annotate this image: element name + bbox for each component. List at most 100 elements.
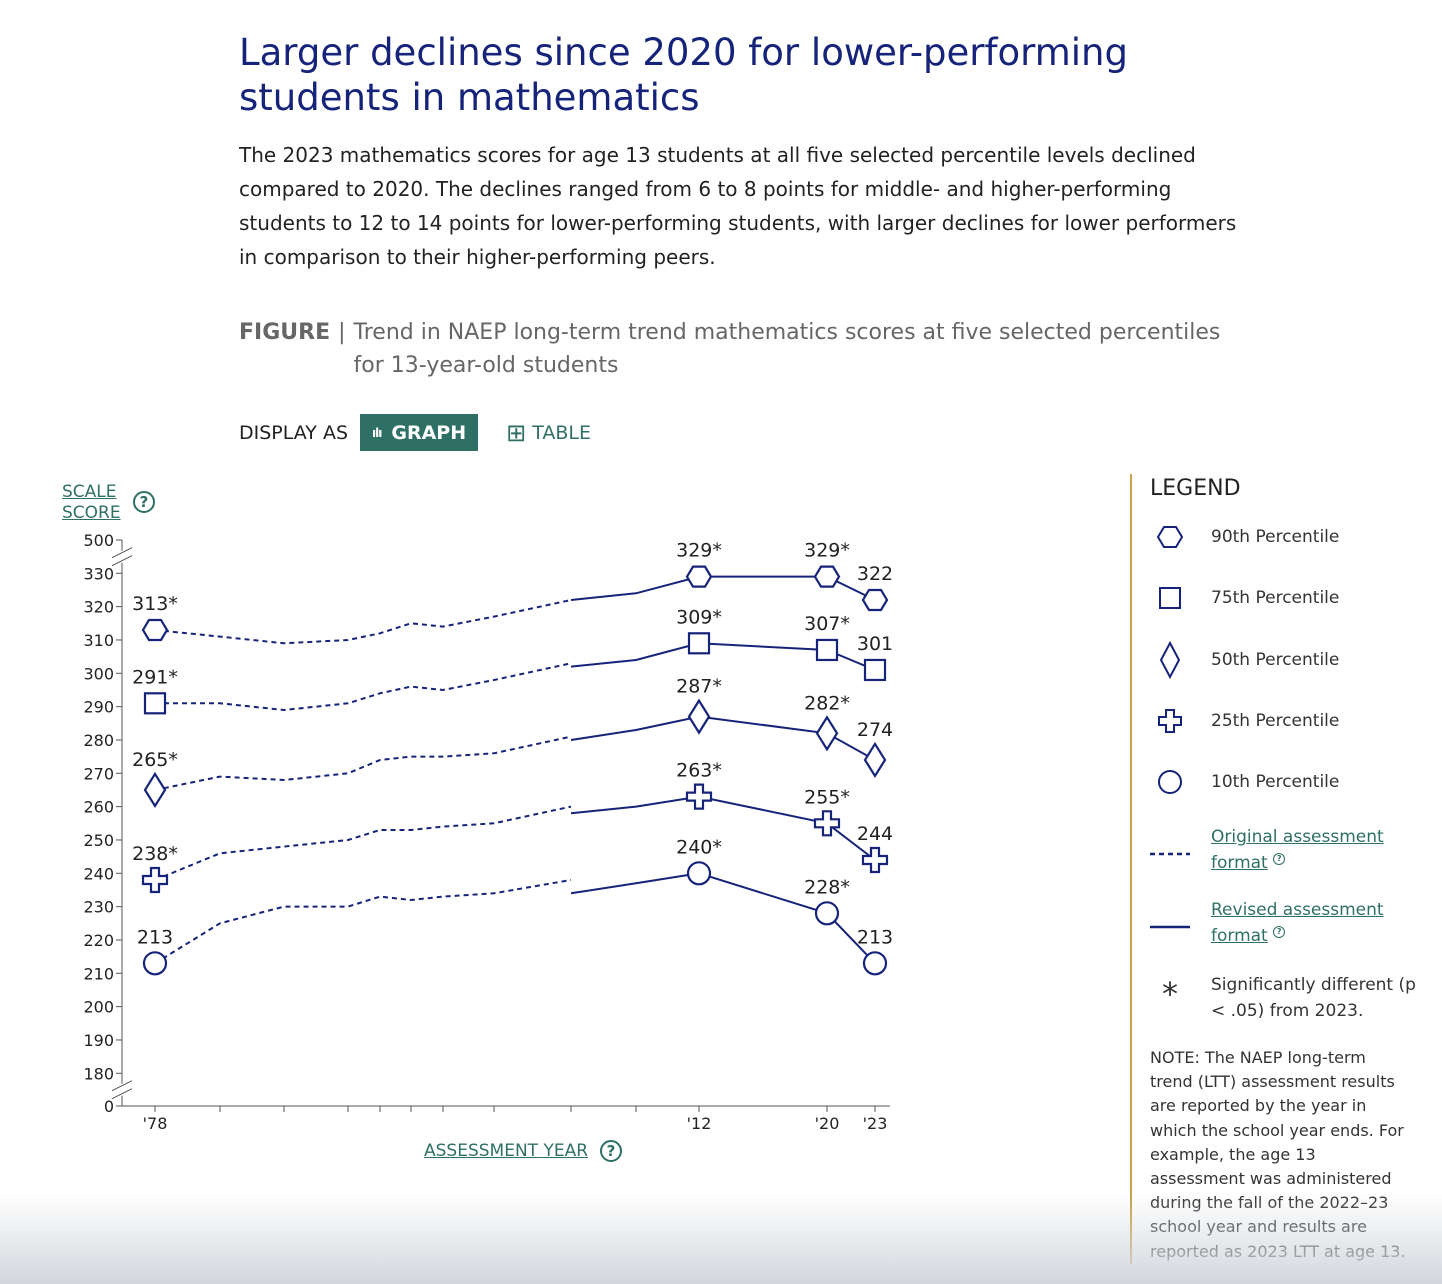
table-grid-icon: ⊞ <box>506 418 527 447</box>
y-tick-label: 210 <box>83 964 114 983</box>
series-line-original <box>154 805 572 881</box>
figure-label: FIGURE <box>239 320 331 345</box>
data-label: 244 <box>857 823 893 845</box>
hexagon-marker <box>861 588 889 612</box>
y-tick-label: 230 <box>83 898 114 917</box>
original-format-link[interactable]: Original assessment format <box>1211 827 1384 873</box>
legend-title: LEGEND <box>1150 476 1241 501</box>
data-label: 213 <box>137 926 173 948</box>
graph-button[interactable]: ılı GRAPH <box>360 414 479 451</box>
y-axis-break-mark <box>111 555 133 567</box>
diamond-icon <box>1159 640 1181 680</box>
x-tick-label: '20 <box>815 1114 840 1133</box>
data-label: 240* <box>676 836 722 858</box>
display-as-label: DISPLAY AS <box>239 421 348 444</box>
circle-marker <box>142 951 168 976</box>
y-tick-label: 320 <box>83 598 114 617</box>
graph-button-label: GRAPH <box>391 421 467 444</box>
diamond-marker <box>815 715 839 752</box>
y-axis-title[interactable]: SCALE SCORE <box>62 482 121 523</box>
x-axis-help-icon[interactable]: ? <box>600 1140 623 1162</box>
x-tick-label: '12 <box>687 1114 712 1133</box>
series-line-original <box>154 735 572 791</box>
data-label: 213 <box>857 926 893 948</box>
data-label: 329* <box>804 540 850 562</box>
legend-label: 10th Percentile <box>1211 772 1340 792</box>
y-tick-label: 290 <box>83 698 114 717</box>
y-axis-break-gap <box>112 1083 132 1096</box>
revised-format-link[interactable]: Revised assessment format <box>1211 900 1384 946</box>
figure-caption-text: Trend in NAEP long-term trend mathematic… <box>353 320 1221 378</box>
solid-line-icon <box>1150 925 1190 929</box>
bar-chart-icon: ılı <box>372 425 382 440</box>
data-label: 329* <box>676 540 722 562</box>
display-as-toggle: DISPLAY AS ılı GRAPH ⊞ TABLE <box>239 414 591 451</box>
data-label: 322 <box>857 563 893 585</box>
data-label: 313* <box>132 593 178 615</box>
page-title: Larger declines since 2020 for lower-per… <box>239 31 1128 119</box>
hexagon-marker <box>141 618 169 642</box>
y-tick-label: 500 <box>83 531 114 550</box>
legend-label: 25th Percentile <box>1211 711 1340 731</box>
data-label: 291* <box>132 666 178 688</box>
y-axis-help-icon[interactable]: ? <box>133 491 155 513</box>
y-tick-label: 180 <box>83 1064 114 1083</box>
original-format-help-icon[interactable]: ? <box>1273 852 1286 865</box>
y-tick-label: 220 <box>83 931 114 950</box>
cross-marker <box>813 810 841 837</box>
y-tick-label: 260 <box>83 798 114 817</box>
y-tick-label: 190 <box>83 1031 114 1050</box>
y-tick-label: 270 <box>83 764 114 783</box>
data-label: 228* <box>804 876 850 898</box>
data-label: 282* <box>804 692 850 714</box>
y-axis-break-mark <box>111 1088 133 1100</box>
asterisk-icon: * <box>1162 975 1178 1013</box>
legend-item-original-format: Original assessment format ? <box>1150 824 1420 876</box>
legend-item-90th: 90th Percentile <box>1150 517 1420 557</box>
table-button-label: TABLE <box>532 421 591 444</box>
data-label: 238* <box>132 843 178 865</box>
dashed-line-icon <box>1150 852 1190 856</box>
figure-separator: | <box>338 320 346 345</box>
square-icon <box>1159 587 1181 609</box>
y-tick-label: 250 <box>83 831 114 850</box>
data-label: 263* <box>676 760 722 782</box>
diamond-marker <box>687 698 711 735</box>
table-button[interactable]: ⊞ TABLE <box>506 421 591 445</box>
y-tick-label: 280 <box>83 731 114 750</box>
circle-icon <box>1158 770 1182 794</box>
x-axis-title-link[interactable]: ASSESSMENT YEAR ? <box>424 1140 623 1162</box>
hexagon-icon <box>1156 526 1184 548</box>
legend-item-50th: 50th Percentile <box>1150 640 1420 680</box>
x-tick-label: '78 <box>143 1114 168 1133</box>
square-marker <box>143 692 167 715</box>
square-marker <box>863 658 887 682</box>
circle-marker <box>686 861 712 886</box>
cross-marker <box>861 846 889 874</box>
cross-marker <box>141 866 169 894</box>
chart-note: NOTE: The NAEP long-term trend (LTT) ass… <box>1150 1048 1406 1261</box>
legend-item-significance: * Significantly different (p < .05) from… <box>1150 972 1420 1024</box>
hexagon-marker <box>685 565 713 588</box>
legend-label: 75th Percentile <box>1211 588 1340 608</box>
data-label: 301 <box>857 633 893 655</box>
circle-marker <box>814 901 840 926</box>
square-marker <box>815 638 839 662</box>
circle-marker <box>862 951 888 976</box>
data-label: 309* <box>676 606 722 628</box>
revised-format-help-icon[interactable]: ? <box>1273 925 1286 938</box>
data-label: 255* <box>804 786 850 808</box>
diamond-marker <box>863 741 887 779</box>
y-axis-break-mark <box>111 547 133 559</box>
y-tick-label: 0 <box>104 1097 114 1116</box>
data-label: 287* <box>676 676 722 698</box>
x-tick-label: '23 <box>863 1114 888 1133</box>
line-chart: 0 180 190 200 210 220 230 240 250 260 270 280 290 300… <box>83 531 893 1133</box>
square-marker <box>687 632 711 655</box>
significance-label: Significantly different (p < .05) from 2… <box>1211 975 1416 1021</box>
data-label: 307* <box>804 613 850 635</box>
y-axis-break-mark <box>111 1080 133 1092</box>
data-label: 274 <box>857 719 893 741</box>
series-line-original <box>154 879 572 965</box>
legend-label: 90th Percentile <box>1211 527 1340 547</box>
